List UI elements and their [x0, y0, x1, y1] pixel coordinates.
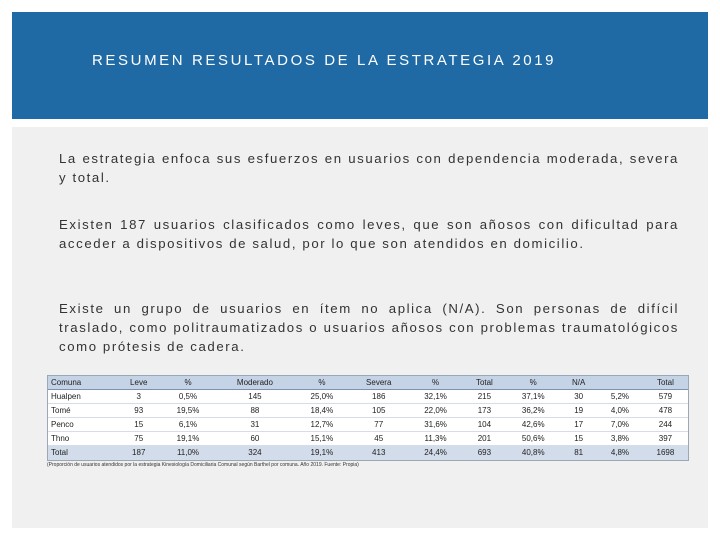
table-body: Hualpen 3 0,5% 145 25,0% 186 32,1% 215 37,1% 30 5,…: [48, 389, 688, 460]
table-cell: 4,0%: [597, 403, 643, 418]
table-cell: 11,3%: [408, 431, 463, 446]
table-cell: 6,1%: [160, 417, 216, 432]
table-total-cell: Total: [48, 445, 117, 460]
table-cell: 45: [349, 431, 409, 446]
table-cell: 3: [116, 389, 161, 404]
table-total-cell: 693: [462, 445, 507, 460]
table-row: Tomé 93 19,5% 88 18,4% 105 22,0% 173 36,2% 19 4,0%…: [48, 403, 688, 418]
table-cell: 15: [116, 417, 161, 432]
table-cell: 37,1%: [506, 389, 561, 404]
table-header-cell: Total: [462, 376, 507, 390]
table-cell: 105: [349, 403, 409, 418]
table-total-cell: 24,4%: [408, 445, 463, 460]
table-cell: 17: [560, 417, 597, 432]
table-total-cell: 19,1%: [294, 445, 350, 460]
table-cell: 19,1%: [160, 431, 216, 446]
table-cell: 19: [560, 403, 597, 418]
table-total-cell: 4,8%: [597, 445, 643, 460]
table-cell: 173: [462, 403, 507, 418]
table-row: Hualpen 3 0,5% 145 25,0% 186 32,1% 215 37,1% 30 5,…: [48, 389, 688, 404]
table-cell: 75: [116, 431, 161, 446]
table-total-row: Total 187 11,0% 324 19,1% 413 24,4% 693 40,8% 81 4…: [48, 445, 688, 460]
table-total-cell: 40,8%: [506, 445, 561, 460]
table-cell: 30: [560, 389, 597, 404]
table-cell: 93: [116, 403, 161, 418]
table-header-cell: %: [160, 376, 216, 390]
table-header-cell: %: [506, 376, 561, 390]
table-cell: 88: [215, 403, 295, 418]
table-cell: 397: [642, 431, 688, 446]
table-header-cell: Comuna: [48, 376, 117, 390]
table-cell: Thno: [48, 431, 117, 446]
table-header-cell: Total: [642, 376, 688, 390]
table-cell: 22,0%: [408, 403, 463, 418]
table-header-cell: Moderado: [215, 376, 295, 390]
table-cell: 18,4%: [294, 403, 350, 418]
page-title: RESUMEN RESULTADOS DE LA ESTRATEGIA 2019: [92, 52, 557, 69]
table-caption: (Proporción de usuarios atendidos por la…: [47, 462, 359, 468]
content-panel: La estrategia enfoca sus esfuerzos en us…: [12, 127, 708, 528]
table-cell: 3,8%: [597, 431, 643, 446]
table-cell: Penco: [48, 417, 117, 432]
table-cell: 579: [642, 389, 688, 404]
table-cell: 77: [349, 417, 409, 432]
paragraph-leves: Existen 187 usuarios clasificados como l…: [59, 217, 679, 251]
table-cell: 36,2%: [506, 403, 561, 418]
table-cell: 145: [215, 389, 295, 404]
table-cell: 15,1%: [294, 431, 350, 446]
table-cell: Tomé: [48, 403, 117, 418]
table-cell: 5,2%: [597, 389, 643, 404]
table-header-cell: [597, 376, 643, 390]
table-header-cell: %: [408, 376, 463, 390]
header-banner: RESUMEN RESULTADOS DE LA ESTRATEGIA 2019: [12, 12, 708, 119]
table-cell: 215: [462, 389, 507, 404]
table-header-row: Comuna Leve% Moderado% Severa% Total% N/A Tota…: [48, 376, 688, 390]
results-table: Comuna Leve% Moderado% Severa% Total% N/A Tota…: [48, 376, 688, 460]
table-header-cell: Severa: [349, 376, 409, 390]
table-cell: 50,6%: [506, 431, 561, 446]
table-cell: 32,1%: [408, 389, 463, 404]
table-cell: Hualpen: [48, 389, 117, 404]
table-total-cell: 11,0%: [160, 445, 216, 460]
paragraph-strategy-focus: La estrategia enfoca sus esfuerzos en us…: [59, 151, 679, 185]
table-header-cell: Leve: [116, 376, 161, 390]
table-cell: 19,5%: [160, 403, 216, 418]
table-cell: 186: [349, 389, 409, 404]
table-cell: 31,6%: [408, 417, 463, 432]
paragraph-na: Existe un grupo de usuarios en ítem no a…: [59, 301, 679, 354]
table-cell: 25,0%: [294, 389, 350, 404]
table-row: Thno 75 19,1% 60 15,1% 45 11,3% 201 50,6% 15 3,8% 3…: [48, 431, 688, 446]
table-total-cell: 187: [116, 445, 161, 460]
table-cell: 7,0%: [597, 417, 643, 432]
table-cell: 478: [642, 403, 688, 418]
table-cell: 15: [560, 431, 597, 446]
table-total-cell: 413: [349, 445, 409, 460]
table-cell: 104: [462, 417, 507, 432]
table-total-cell: 324: [215, 445, 295, 460]
table-cell: 201: [462, 431, 507, 446]
table-row: Penco 15 6,1% 31 12,7% 77 31,6% 104 42,6% 17 7,0% 2…: [48, 417, 688, 432]
table-cell: 244: [642, 417, 688, 432]
table-cell: 31: [215, 417, 295, 432]
table-total-cell: 81: [560, 445, 597, 460]
table-header-cell: %: [294, 376, 350, 390]
table-cell: 12,7%: [294, 417, 350, 432]
table-cell: 42,6%: [506, 417, 561, 432]
table-cell: 0,5%: [160, 389, 216, 404]
table-cell: 60: [215, 431, 295, 446]
table-total-cell: 1698: [642, 445, 688, 460]
results-table-wrapper: Comuna Leve% Moderado% Severa% Total% N/A Tota…: [47, 375, 689, 461]
table-header-cell: N/A: [560, 376, 597, 390]
